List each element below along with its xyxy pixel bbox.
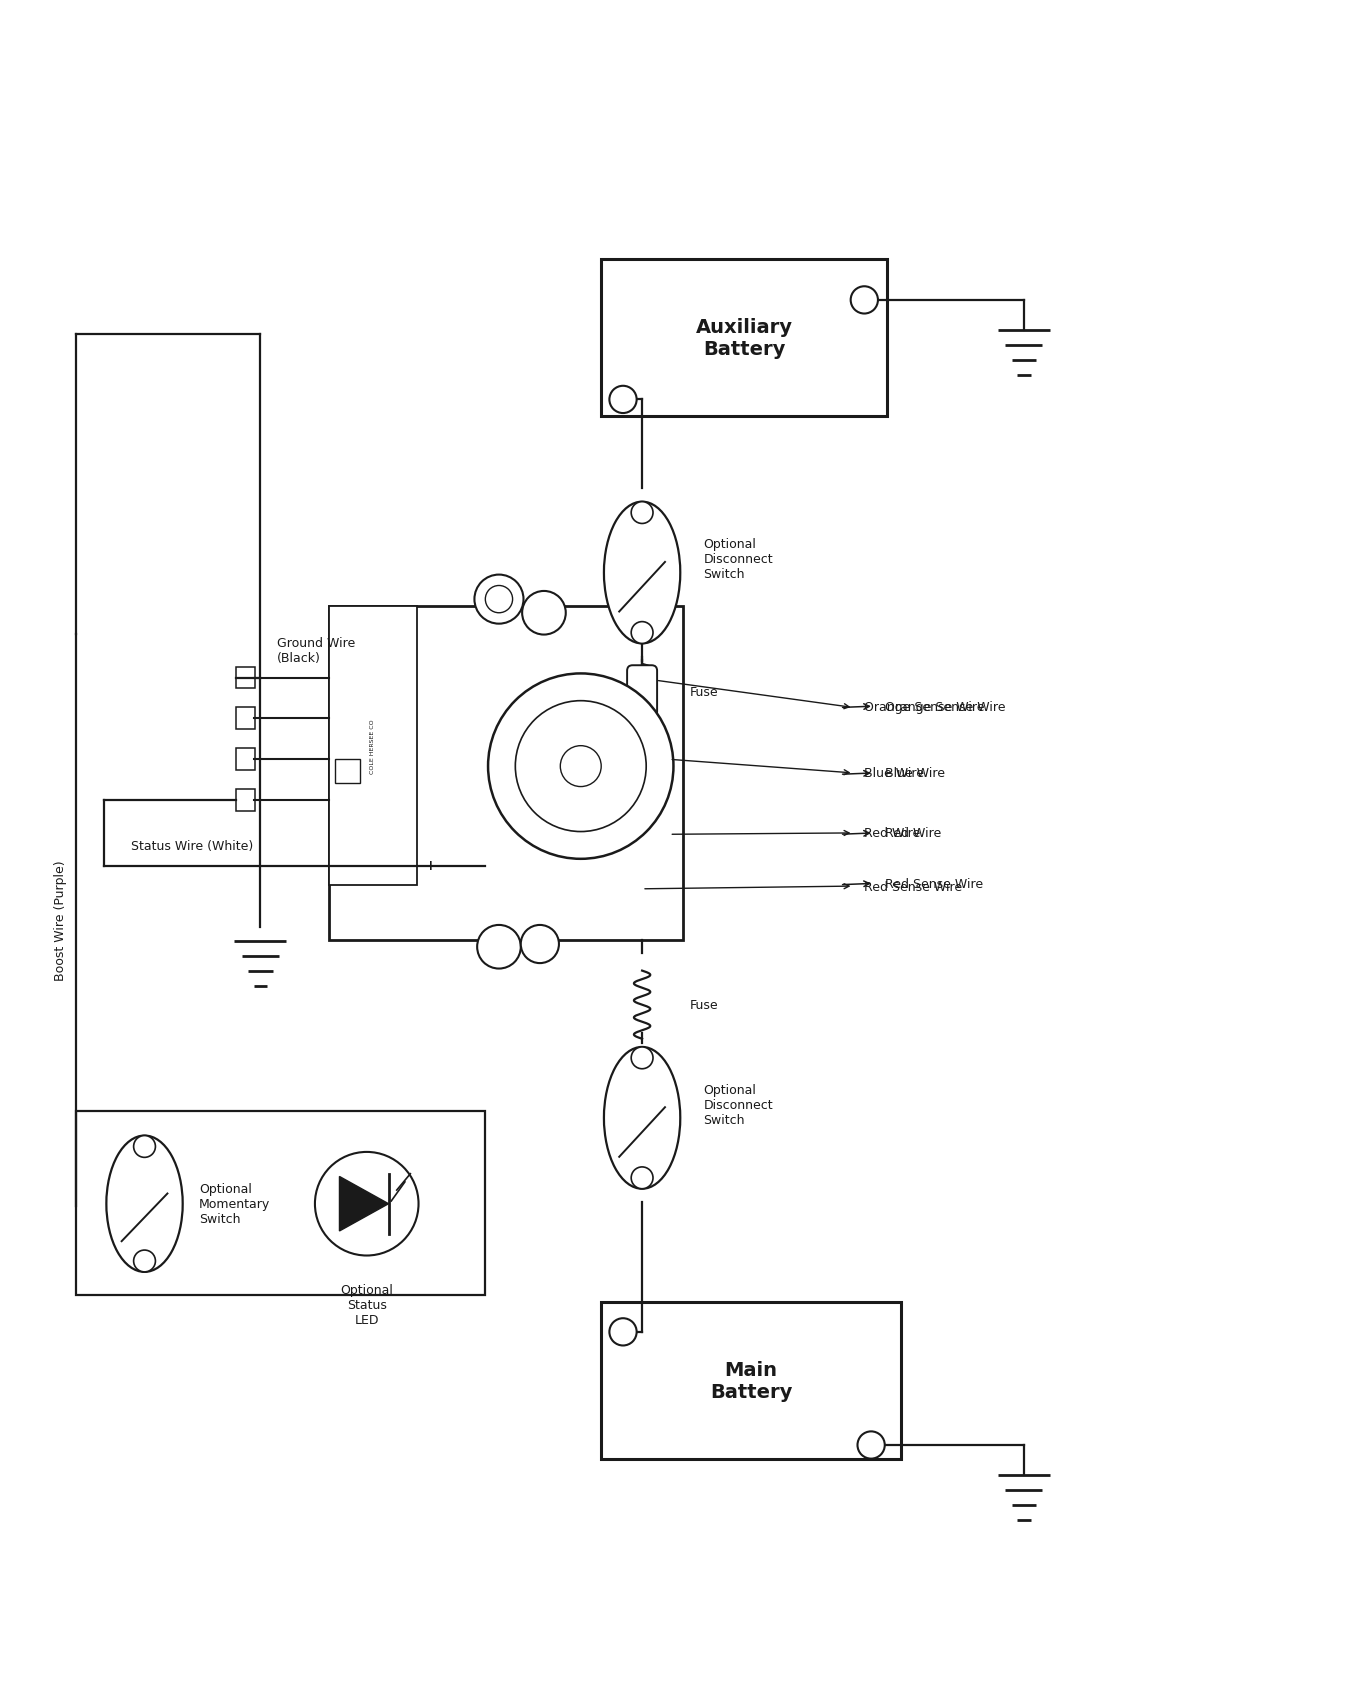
Text: Red Sense Wire: Red Sense Wire <box>865 880 963 893</box>
Circle shape <box>488 673 673 859</box>
Ellipse shape <box>604 1047 680 1188</box>
Circle shape <box>520 926 559 963</box>
Text: Optional
Disconnect
Switch: Optional Disconnect Switch <box>703 539 773 581</box>
Circle shape <box>631 1168 653 1188</box>
Ellipse shape <box>604 503 680 644</box>
Text: Orange Sense Wire: Orange Sense Wire <box>885 701 1005 713</box>
Bar <box>76 1112 485 1296</box>
Text: Blue Wire: Blue Wire <box>865 767 925 779</box>
Circle shape <box>631 503 653 523</box>
Text: Fuse: Fuse <box>690 999 719 1011</box>
Circle shape <box>631 1047 653 1069</box>
Circle shape <box>522 592 566 636</box>
Text: Fuse: Fuse <box>690 685 719 699</box>
Bar <box>601 1303 902 1459</box>
Polygon shape <box>340 1176 388 1231</box>
Text: Ground Wire
(Black): Ground Wire (Black) <box>277 636 355 665</box>
Circle shape <box>631 622 653 644</box>
Circle shape <box>134 1136 156 1158</box>
Circle shape <box>316 1153 418 1257</box>
Circle shape <box>851 286 878 314</box>
Text: Status Wire (White): Status Wire (White) <box>131 839 253 852</box>
Circle shape <box>609 1318 637 1345</box>
Bar <box>336 759 359 784</box>
Bar <box>601 259 888 416</box>
Circle shape <box>515 701 646 832</box>
Circle shape <box>858 1432 885 1459</box>
Text: Main
Battery: Main Battery <box>710 1361 792 1402</box>
Text: Blue Wire: Blue Wire <box>885 767 945 779</box>
Circle shape <box>485 587 512 614</box>
Text: Boost Wire (Purple): Boost Wire (Purple) <box>53 861 67 980</box>
Text: Auxiliary
Battery: Auxiliary Battery <box>695 317 792 358</box>
Circle shape <box>609 387 637 414</box>
Bar <box>236 789 255 812</box>
Text: Red Sense Wire: Red Sense Wire <box>885 878 984 890</box>
Bar <box>236 748 255 771</box>
Circle shape <box>474 575 523 624</box>
Circle shape <box>560 747 601 788</box>
Text: Red Wire: Red Wire <box>865 827 921 841</box>
Circle shape <box>477 926 520 968</box>
Text: Optional
Status
LED: Optional Status LED <box>340 1284 393 1326</box>
Text: Orange Sense Wire: Orange Sense Wire <box>865 701 985 713</box>
Bar <box>236 667 255 689</box>
Bar <box>236 708 255 730</box>
Circle shape <box>134 1250 156 1272</box>
Text: +: + <box>425 858 437 873</box>
Bar <box>329 607 417 887</box>
Text: COLE HERSEE CO: COLE HERSEE CO <box>370 720 376 774</box>
Ellipse shape <box>107 1136 183 1272</box>
Text: Optional
Momentary
Switch: Optional Momentary Switch <box>199 1183 270 1226</box>
FancyBboxPatch shape <box>627 667 657 718</box>
Text: Optional
Disconnect
Switch: Optional Disconnect Switch <box>703 1083 773 1125</box>
Text: Red Wire: Red Wire <box>885 827 941 841</box>
Bar <box>329 607 683 941</box>
